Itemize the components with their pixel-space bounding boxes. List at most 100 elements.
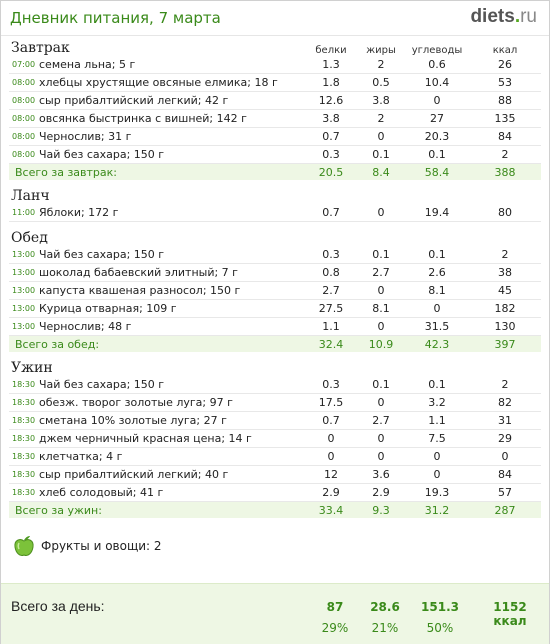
meal-header: Обед [9, 226, 541, 246]
food-row[interactable]: 18:30 сыр прибалтийский легкий; 40 г 12 3.6… [9, 465, 542, 484]
food-name[interactable]: Чернослив; 31 г [39, 127, 306, 146]
day-total-protein: 87 [326, 600, 344, 614]
food-row[interactable]: 18:30 Чай без сахара; 150 г 0.3 0.1 0.1 2 [9, 376, 542, 394]
food-name[interactable]: Курица отварная; 109 г [39, 299, 305, 318]
meal-total-carbs: 42.3 [405, 335, 469, 352]
food-row[interactable]: 18:30 сметана 10% золотые луга; 27 г 0.7 2.… [9, 411, 542, 430]
day-total: Всего за день: 87 28.6 151.3 1152 ккал 2… [1, 583, 549, 644]
food-row[interactable]: 13:00 Чернослив; 48 г 1.1 0 31.5 130 [9, 317, 541, 336]
food-fat: 0.1 [357, 145, 406, 164]
food-time: 18:30 [9, 376, 39, 394]
food-row[interactable]: 13:00 капуста квашеная разносол; 150 г 2.7… [9, 281, 541, 300]
column-header: углеводы [411, 45, 463, 56]
food-fat: 0.5 [357, 73, 406, 92]
food-protein: 12.6 [305, 91, 358, 110]
food-carbs: 3.2 [405, 393, 470, 412]
meal-total-kcal: 397 [469, 335, 541, 352]
food-name[interactable]: Чернослив; 48 г [39, 317, 305, 336]
food-row[interactable]: 08:00 овсянка быстринка с вишней; 142 г 3.… [9, 109, 542, 128]
apple-icon [14, 536, 34, 556]
food-name[interactable]: Яблоки; 172 г [39, 204, 305, 222]
meal-total-row: Всего за ужин: 33.4 9.3 31.2 287 [9, 501, 542, 518]
food-name[interactable]: семена льна; 5 г [39, 56, 306, 74]
food-kcal: 31 [469, 411, 542, 430]
food-carbs: 19.3 [405, 483, 470, 502]
food-name[interactable]: Чай без сахара; 150 г [39, 376, 306, 394]
food-carbs: 31.5 [405, 317, 469, 336]
food-row[interactable]: 08:00 сыр прибалтийский легкий; 42 г 12.6 3… [9, 91, 542, 110]
diary-content: Завтрак белки жиры углеводы ккал 07:00 семена … [1, 36, 549, 560]
food-row[interactable]: 11:00 Яблоки; 172 г 0.7 0 19.4 80 [9, 204, 541, 222]
food-name[interactable]: Чай без сахара; 150 г [39, 246, 305, 264]
meal-header: Ужин [9, 356, 541, 376]
meal-table-1: Ланч 11:00 Яблоки; 172 г 0.7 0 19.4 80 [9, 184, 541, 222]
food-name[interactable]: хлебцы хрустящие овсяные елмика; 18 г [39, 73, 306, 92]
food-row[interactable]: 13:00 Курица отварная; 109 г 27.5 8.1 0 182 [9, 299, 541, 318]
food-protein: 17.5 [305, 393, 358, 412]
food-fat: 2 [357, 56, 406, 74]
food-name[interactable]: шоколад бабаевский элитный; 7 г [39, 263, 305, 282]
day-total-carbs: 151.3 [421, 600, 459, 614]
food-carbs: 0 [405, 299, 469, 318]
logo-dot: . [514, 6, 521, 27]
food-time: 11:00 [9, 204, 39, 222]
food-name[interactable]: обезж. творог золотые луга; 97 г [39, 393, 306, 412]
food-row[interactable]: 08:00 Чай без сахара; 150 г 0.3 0.1 0.1 2 [9, 145, 542, 164]
food-fat: 2.7 [357, 411, 406, 430]
food-protein: 0.8 [305, 263, 357, 282]
meal-total-row: Всего за обед: 32.4 10.9 42.3 397 [9, 335, 541, 352]
food-kcal: 84 [469, 465, 542, 484]
food-fat: 3.8 [357, 91, 406, 110]
meal-total-fat: 9.3 [357, 501, 406, 518]
food-name[interactable]: джем черничный красная цена; 14 г [39, 429, 306, 448]
food-name[interactable]: клетчатка; 4 г [39, 447, 306, 466]
food-name[interactable]: хлеб солодовый; 41 г [39, 483, 306, 502]
food-name[interactable]: овсянка быстринка с вишней; 142 г [39, 109, 306, 128]
food-kcal: 0 [469, 447, 542, 466]
food-carbs: 7.5 [405, 429, 470, 448]
food-time: 13:00 [9, 281, 39, 300]
food-kcal: 38 [469, 263, 541, 282]
section-gap [9, 518, 541, 522]
food-protein: 12 [305, 465, 358, 484]
food-fat: 0 [357, 393, 406, 412]
food-name[interactable]: сыр прибалтийский легкий; 42 г [39, 91, 306, 110]
meal-table-2: Обед 13:00 Чай без сахара; 150 г 0.3 0.1 0.1 2… [9, 226, 541, 352]
meal-total-label: Всего за завтрак: [9, 163, 306, 180]
food-row[interactable]: 18:30 обезж. творог золотые луга; 97 г 17.… [9, 393, 542, 412]
diets-logo[interactable]: diets.ru [470, 6, 537, 28]
food-protein: 2.7 [305, 281, 357, 300]
food-protein: 0.3 [305, 145, 358, 164]
food-protein: 0.7 [305, 204, 357, 222]
food-name[interactable]: Чай без сахара; 150 г [39, 145, 306, 164]
food-row[interactable]: 18:30 хлеб солодовый; 41 г 2.9 2.9 19.3 57 [9, 483, 542, 502]
food-name[interactable]: сыр прибалтийский легкий; 40 г [39, 465, 306, 484]
food-carbs: 0 [405, 465, 470, 484]
food-carbs: 10.4 [405, 73, 470, 92]
food-fat: 0 [357, 317, 405, 336]
meal-total-row: Всего за завтрак: 20.5 8.4 58.4 388 [9, 163, 542, 180]
food-protein: 0 [305, 447, 358, 466]
food-protein: 0.3 [305, 376, 358, 394]
food-row[interactable]: 13:00 Чай без сахара; 150 г 0.3 0.1 0.1 2 [9, 246, 541, 264]
food-fat: 0 [357, 204, 405, 222]
food-name[interactable]: сметана 10% золотые луга; 27 г [39, 411, 306, 430]
meal-total-protein: 33.4 [305, 501, 358, 518]
food-kcal: 2 [469, 246, 541, 264]
food-kcal: 130 [469, 317, 541, 336]
meal-total-fat: 8.4 [357, 163, 406, 180]
food-time: 18:30 [9, 393, 39, 412]
food-row[interactable]: 08:00 Чернослив; 31 г 0.7 0 20.3 84 [9, 127, 542, 146]
fruits-vegetables-label: Фрукты и овощи: 2 [41, 539, 162, 553]
food-protein: 27.5 [305, 299, 357, 318]
food-name[interactable]: капуста квашеная разносол; 150 г [39, 281, 305, 300]
food-time: 08:00 [9, 127, 39, 146]
meal-total-kcal: 388 [469, 163, 542, 180]
meal-total-carbs: 58.4 [405, 163, 470, 180]
food-row[interactable]: 07:00 семена льна; 5 г 1.3 2 0.6 26 [9, 56, 542, 74]
food-row[interactable]: 08:00 хлебцы хрустящие овсяные елмика; 18… [9, 73, 542, 92]
food-row[interactable]: 13:00 шоколад бабаевский элитный; 7 г 0.8 2… [9, 263, 541, 282]
